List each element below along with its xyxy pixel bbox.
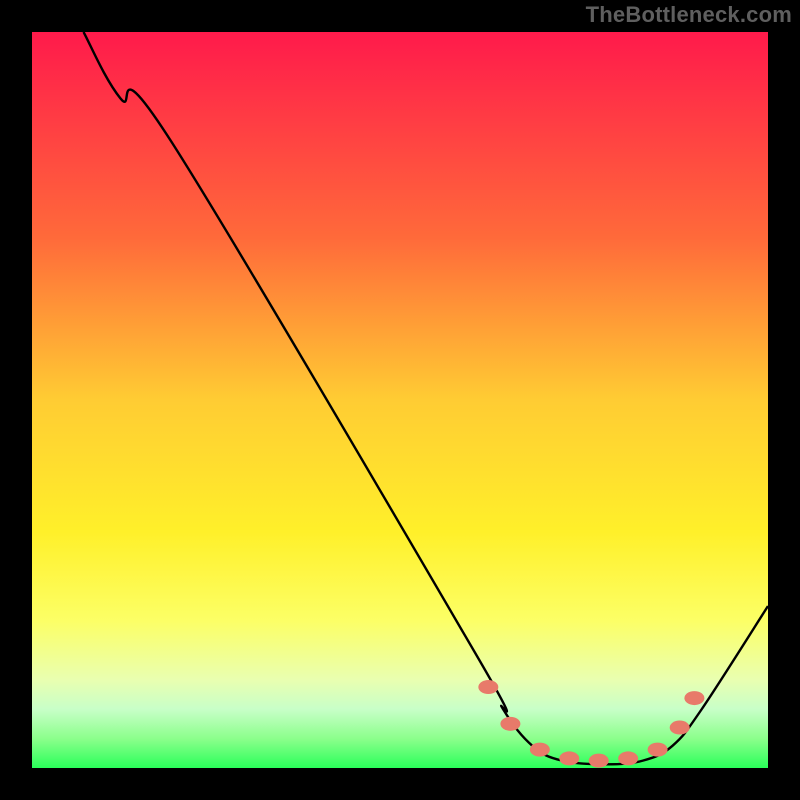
valley-marker [648, 743, 668, 757]
bottleneck-chart [0, 0, 800, 800]
valley-marker [618, 751, 638, 765]
chart-gradient-background [32, 32, 768, 768]
valley-marker [589, 754, 609, 768]
valley-marker [530, 743, 550, 757]
valley-marker [670, 721, 690, 735]
valley-marker [500, 717, 520, 731]
valley-marker [684, 691, 704, 705]
valley-marker [559, 751, 579, 765]
valley-marker [478, 680, 498, 694]
chart-stage: TheBottleneck.com [0, 0, 800, 800]
